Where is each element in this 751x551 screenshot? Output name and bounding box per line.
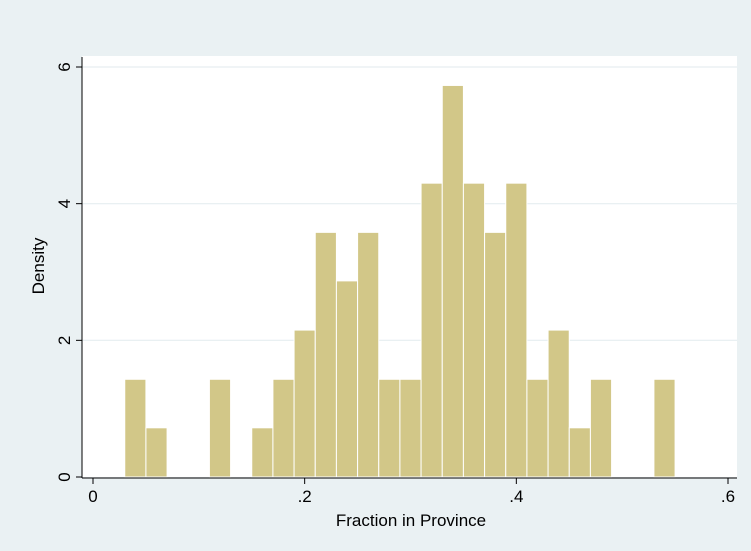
histogram-bar xyxy=(484,231,507,478)
y-tick-label: 2 xyxy=(55,336,74,345)
histogram-bar xyxy=(124,378,147,478)
histogram-bar xyxy=(589,378,613,478)
axes xyxy=(81,57,737,479)
y-tick-label: 6 xyxy=(55,62,74,71)
x-tick-label: .4 xyxy=(509,487,523,506)
histogram-bar xyxy=(272,378,295,478)
histogram-bar xyxy=(653,378,676,478)
grid-lines xyxy=(82,66,737,341)
histogram-bar xyxy=(526,378,549,478)
histogram-bar xyxy=(357,231,380,478)
histogram-bar xyxy=(547,329,570,478)
histogram-bar xyxy=(399,378,422,478)
y-tick-labels: 0 2 4 6 xyxy=(55,62,82,482)
histogram-bar xyxy=(505,182,528,478)
histogram-bar xyxy=(314,231,337,478)
x-axis-title: Fraction in Province xyxy=(336,511,486,530)
x-tick-label: .6 xyxy=(721,487,735,506)
histogram-bar xyxy=(293,329,316,478)
histogram-bar xyxy=(420,182,443,478)
histogram-bar xyxy=(251,427,274,478)
x-tick-label: 0 xyxy=(88,487,97,506)
histogram-bar xyxy=(378,378,401,478)
histogram-bar xyxy=(208,378,232,478)
x-tick-labels: 0 .2 .4 .6 xyxy=(88,478,735,506)
x-tick-label: .2 xyxy=(298,487,312,506)
histogram-bar xyxy=(145,427,168,478)
histogram-bar xyxy=(335,280,359,478)
histogram-bar xyxy=(568,427,591,478)
histogram-bar xyxy=(441,84,464,478)
histogram-bars xyxy=(124,84,676,478)
y-axis-title: Density xyxy=(29,237,48,294)
y-tick-label: 0 xyxy=(55,472,74,481)
histogram-bar xyxy=(462,182,486,478)
y-tick-label: 4 xyxy=(55,199,74,208)
